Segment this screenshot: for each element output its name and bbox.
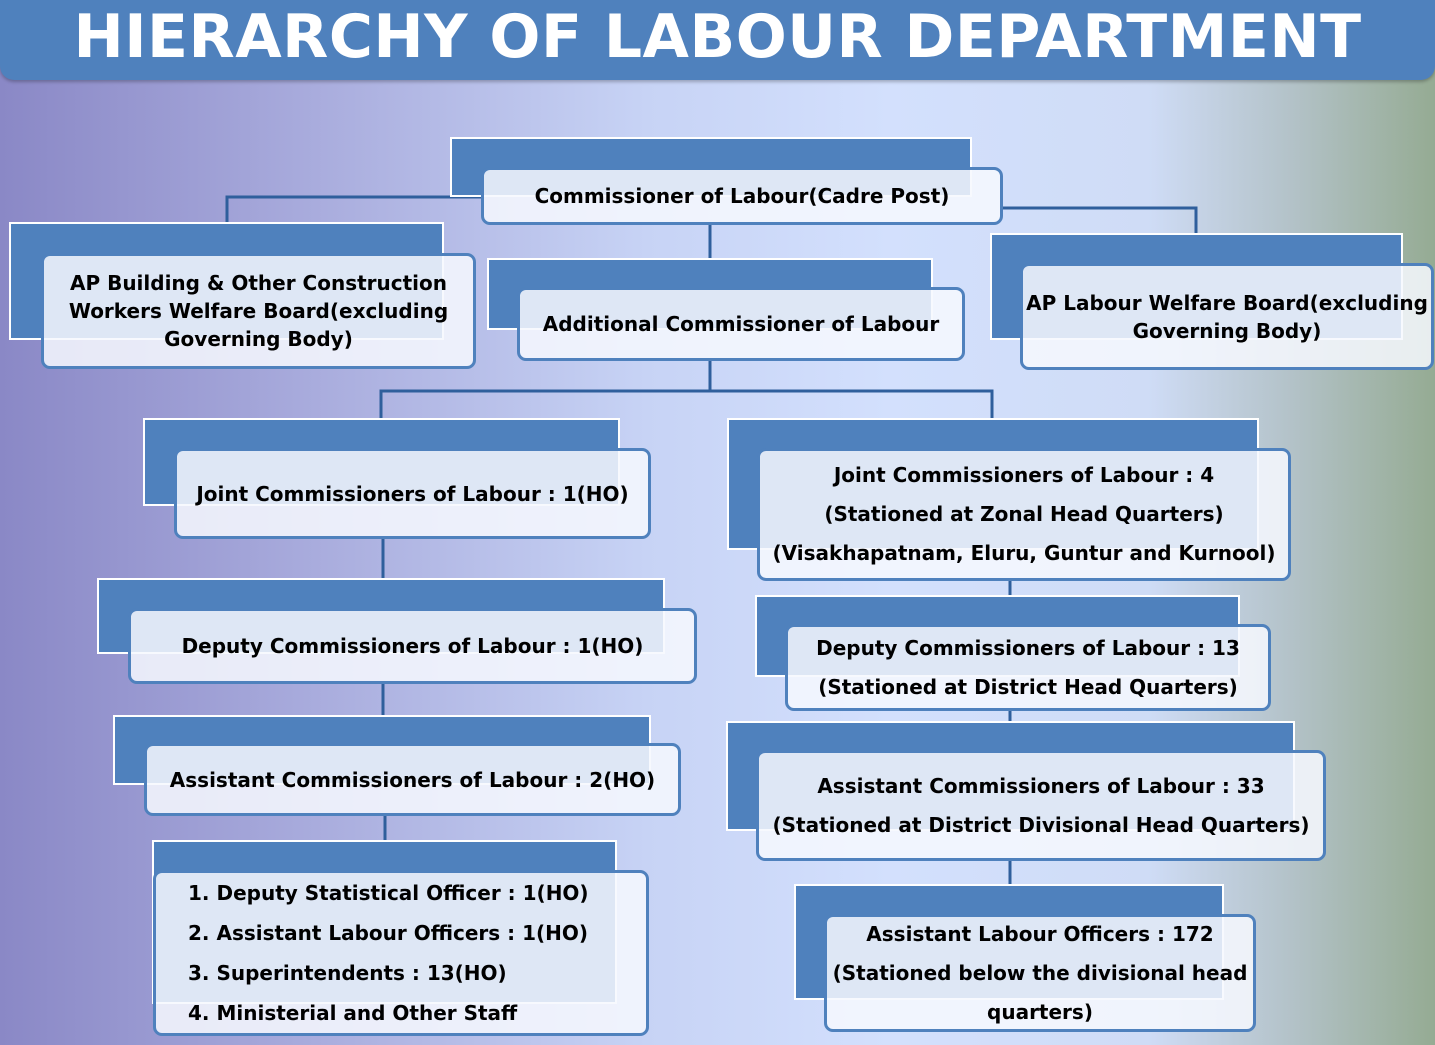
node-additional-commissioner: Additional Commissioner of Labour	[517, 287, 965, 361]
connector-commissioner-to-building-board	[225, 195, 484, 222]
node-text-line: Assistant Commissioners of Labour : 33	[817, 773, 1265, 798]
node-text-line: 1. Deputy Statistical Officer : 1(HO)	[188, 881, 589, 905]
node-text-line: Deputy Commissioners of Labour : 13	[816, 635, 1240, 660]
node-joint-commissioners-ho: Joint Commissioners of Labour : 1(HO)	[174, 448, 651, 539]
node-assistant-labour-officers: Assistant Labour Officers : 172 (Statione…	[824, 914, 1256, 1032]
node-deputy-commissioners-ho: Deputy Commissioners of Labour : 1(HO)	[128, 608, 697, 684]
node-text-line: Workers Welfare Board(excluding	[68, 299, 449, 323]
node-assistant-commissioners-ho: Assistant Commissioners of Labour : 2(HO…	[144, 743, 681, 816]
node-text-line: Assistant Labour Officers : 172	[866, 921, 1214, 946]
node-text-line: Deputy Commissioners of Labour : 1(HO)	[181, 634, 644, 658]
node-text-line: Assistant Commissioners of Labour : 2(HO…	[169, 767, 656, 792]
node-text-line: AP Labour Welfare Board(excluding	[1026, 290, 1428, 315]
node-text-line: Additional Commissioner of Labour	[542, 312, 940, 336]
node-text-line: Commissioner of Labour(Cadre Post)	[534, 184, 950, 208]
node-text-line: Joint Commissioners of Labour : 4	[833, 463, 1215, 487]
node-text-line: 4. Ministerial and Other Staff	[188, 1001, 518, 1025]
node-ap-labour-welfare-board: AP Labour Welfare Board(excluding Governi…	[1020, 263, 1434, 370]
connector-commissioner-to-welfare-board	[1000, 206, 1198, 233]
node-deputy-commissioners-district: Deputy Commissioners of Labour : 13 (Stat…	[785, 624, 1271, 711]
node-text-line: Joint Commissioners of Labour : 1(HO)	[196, 481, 629, 506]
node-text-line: AP Building & Other Construction	[69, 271, 448, 295]
page-title: HIERARCHY OF LABOUR DEPARTMENT	[73, 2, 1362, 72]
connector-additional-to-zonal	[710, 389, 994, 418]
node-assistant-commissioners-divisional: Assistant Commissioners of Labour : 33 (S…	[756, 750, 1326, 861]
node-text-line: (Stationed below the divisional head	[832, 960, 1248, 985]
connector-additional-to-branches	[379, 359, 712, 418]
node-ho-staff-list: 1. Deputy Statistical Officer : 1(HO) 2. …	[153, 870, 649, 1036]
node-text-line: 3. Superintendents : 13(HO)	[188, 961, 507, 985]
node-text-line: Governing Body)	[1132, 318, 1322, 343]
node-text-line: (Stationed at Zonal Head Quarters)	[824, 502, 1224, 526]
node-text-line: quarters)	[987, 999, 1093, 1024]
node-text-line: (Stationed at District Head Quarters)	[818, 674, 1238, 699]
node-text-line: (Visakhapatnam, Eluru, Guntur and Kurnoo…	[772, 541, 1276, 565]
node-commissioner: Commissioner of Labour(Cadre Post)	[481, 167, 1003, 225]
node-text-line: (Stationed at District Divisional Head Q…	[772, 812, 1310, 837]
node-text-line: 2. Assistant Labour Officers : 1(HO)	[188, 921, 589, 945]
node-ap-building-board: AP Building & Other Construction Workers …	[41, 253, 476, 369]
node-text-line: Governing Body)	[164, 327, 353, 351]
node-joint-commissioners-zonal: Joint Commissioners of Labour : 4 (Statio…	[757, 448, 1291, 581]
title-banner	[0, 0, 1435, 80]
